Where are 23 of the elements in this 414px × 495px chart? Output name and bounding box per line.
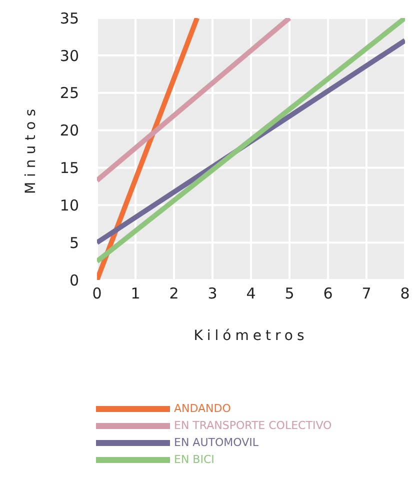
x-tick-label: 5 [284,284,294,303]
y-tick-label: 25 [60,84,79,102]
x-tick-label: 2 [169,284,179,303]
y-tick-label: 10 [60,196,79,214]
text: ANDANDO [174,402,231,415]
x-axis-title: Kilómetros [194,328,308,344]
y-tick-label: 15 [60,159,79,178]
text: EN AUTOMOVIL [174,436,258,449]
text: EN BICI [174,453,214,466]
y-tick-label: 5 [69,234,79,252]
x-tick-label: 3 [208,284,218,303]
y-tick-label: 0 [69,271,79,290]
text: EN TRANSPORTE COLECTIVO [174,419,332,432]
x-tick-label: 0 [92,284,102,303]
x-tick-label: 1 [130,284,140,303]
x-tick-label: 6 [323,284,333,303]
x-tick-label: 7 [362,284,372,303]
y-tick-label: 35 [60,9,79,28]
y-axis-title: Minutos [22,104,39,194]
y-tick-label: 30 [60,46,79,65]
x-tick-label: 4 [246,284,256,303]
x-tick-label: 8 [400,284,410,303]
y-tick-label: 20 [60,122,79,140]
